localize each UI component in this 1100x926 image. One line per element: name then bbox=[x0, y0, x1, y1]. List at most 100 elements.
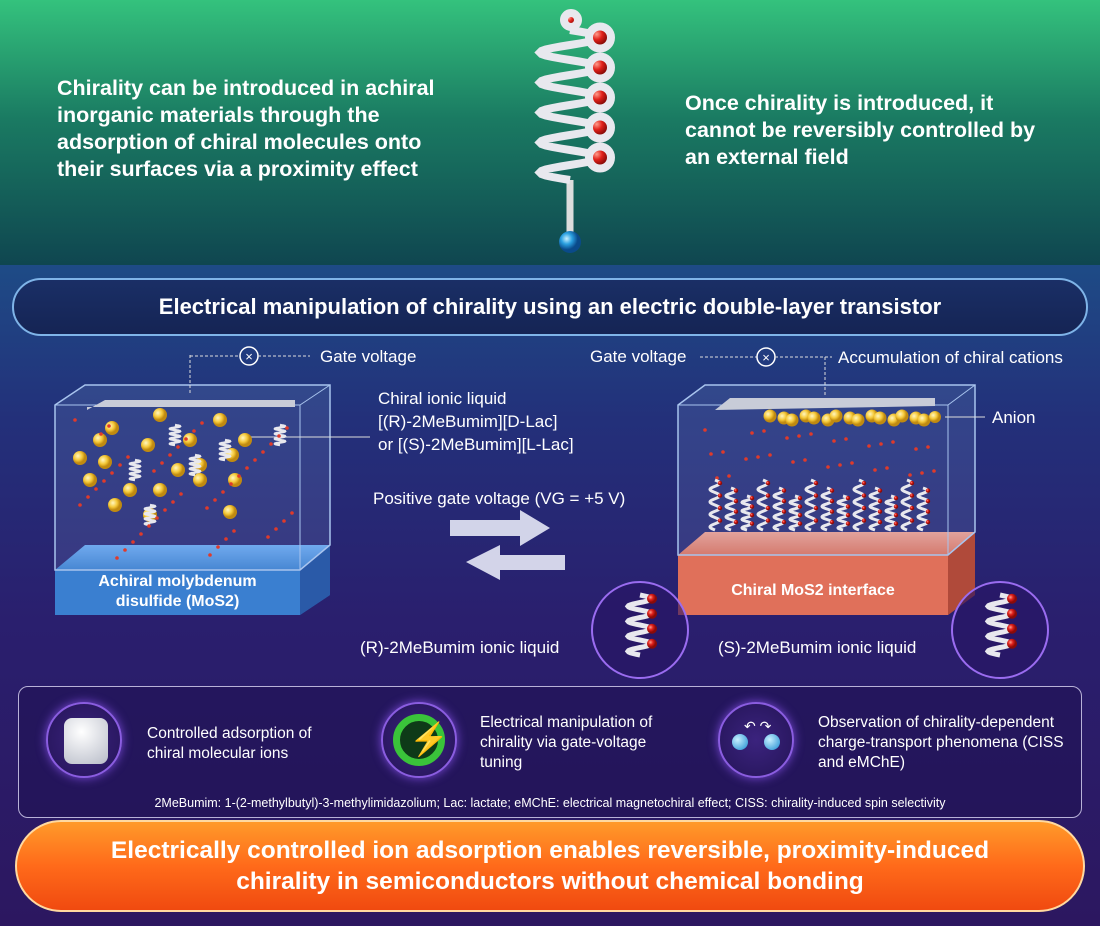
anion-label: Anion bbox=[992, 408, 1036, 427]
red-atom bbox=[845, 504, 851, 509]
anion-dot bbox=[274, 527, 278, 531]
cation-ball bbox=[193, 473, 207, 487]
s-ion-label: (S)-2MeBumim ionic liquid bbox=[718, 638, 917, 657]
spin-transport-icon: ↶ ↷ bbox=[718, 702, 794, 778]
anion-dot bbox=[200, 421, 204, 425]
anion-dot bbox=[844, 437, 848, 441]
anion-dot bbox=[768, 453, 772, 457]
anion-ball bbox=[829, 409, 843, 423]
anion-dot bbox=[126, 455, 130, 459]
cation-ball bbox=[171, 463, 185, 477]
anion-ball bbox=[895, 409, 909, 423]
achiral-device: × bbox=[54, 346, 370, 615]
lightning-icon: ⚡ bbox=[381, 702, 457, 778]
red-atom bbox=[717, 480, 723, 486]
red-atom bbox=[845, 495, 851, 501]
red-atom bbox=[647, 608, 657, 619]
anion-dot bbox=[139, 532, 143, 536]
anion-dot bbox=[232, 529, 236, 533]
anion-ball bbox=[929, 411, 941, 423]
anion-dot bbox=[885, 466, 889, 470]
cation-ball bbox=[183, 433, 197, 447]
anion-dot bbox=[155, 516, 159, 520]
anion-dot bbox=[229, 482, 233, 486]
anion-dot bbox=[867, 444, 871, 448]
anion-dot bbox=[282, 519, 286, 523]
red-atom bbox=[845, 521, 851, 526]
anion-dot bbox=[102, 479, 106, 483]
red-atom bbox=[909, 493, 915, 498]
anion-dot bbox=[163, 508, 167, 512]
red-atom bbox=[909, 480, 915, 486]
anion-ball bbox=[785, 413, 799, 427]
red-atom bbox=[749, 504, 755, 509]
red-atom bbox=[647, 593, 657, 604]
anion-dot bbox=[914, 447, 918, 451]
chiral-device: × bbox=[677, 347, 985, 615]
red-atom bbox=[749, 521, 755, 526]
anion-dot bbox=[832, 439, 836, 443]
chiral-helix-illustration bbox=[534, 9, 615, 253]
red-atom bbox=[585, 142, 615, 173]
anion-dot bbox=[873, 468, 877, 472]
anion-dot bbox=[932, 469, 936, 473]
r-ion-label: (R)-2MeBumim ionic liquid bbox=[360, 638, 560, 657]
anion-dot bbox=[107, 424, 111, 428]
red-atom bbox=[733, 488, 739, 493]
red-atom bbox=[585, 112, 615, 143]
red-atom bbox=[765, 518, 771, 523]
anion-dot bbox=[205, 506, 209, 510]
anion-dot bbox=[224, 537, 228, 541]
anion-dot bbox=[245, 466, 249, 470]
r-ion-circle bbox=[591, 581, 689, 679]
red-atom bbox=[1007, 638, 1017, 649]
anion-dot bbox=[797, 434, 801, 438]
red-atom bbox=[647, 623, 657, 634]
anion-dot bbox=[179, 492, 183, 496]
cation-ball bbox=[98, 455, 112, 469]
anion-dot bbox=[277, 434, 281, 438]
section-banner: Electrical manipulation of chirality usi… bbox=[12, 278, 1088, 336]
red-atom bbox=[781, 509, 787, 514]
red-atom bbox=[861, 493, 867, 498]
liquid-label-3: or [(S)-2MeBumim][L-Lac] bbox=[378, 435, 574, 454]
anion-dot bbox=[110, 471, 114, 475]
anion-dot bbox=[290, 511, 294, 515]
anion-dot bbox=[791, 460, 795, 464]
cation-ball bbox=[153, 408, 167, 422]
anion-dot bbox=[192, 429, 196, 433]
anion-dot bbox=[171, 500, 175, 504]
conclusion-text: Electrically controlled ion adsorption e… bbox=[110, 837, 990, 895]
red-atom bbox=[861, 480, 867, 486]
helix-strand bbox=[168, 423, 182, 447]
helix-strand bbox=[188, 453, 202, 477]
red-atom bbox=[733, 519, 739, 525]
cation-ball bbox=[238, 433, 252, 447]
substrate-line-1: Achiral molybdenum bbox=[98, 573, 257, 590]
anion-dot bbox=[237, 474, 241, 478]
accumulation-label: Accumulation of chiral cations bbox=[838, 348, 1063, 367]
red-atom bbox=[877, 488, 883, 493]
red-atom bbox=[877, 509, 883, 514]
anion-dot bbox=[762, 429, 766, 433]
liquid-label-1: Chiral ionic liquid bbox=[378, 389, 507, 408]
cation-ball bbox=[108, 498, 122, 512]
anion-dot bbox=[809, 432, 813, 436]
red-atom bbox=[1007, 608, 1017, 619]
red-atom bbox=[813, 518, 819, 523]
anion-dot bbox=[152, 469, 156, 473]
red-atom bbox=[845, 512, 851, 518]
anion-dot bbox=[160, 461, 164, 465]
left-gate-label: Gate voltage bbox=[320, 347, 417, 366]
s-ion-circle bbox=[951, 581, 1049, 679]
anion-dot bbox=[131, 540, 135, 544]
red-atom bbox=[585, 22, 615, 53]
red-atom bbox=[861, 505, 867, 511]
anion-ball bbox=[917, 413, 931, 427]
anion-dot bbox=[785, 436, 789, 440]
red-atom bbox=[797, 504, 803, 509]
anion-dot bbox=[99, 432, 103, 436]
red-atom bbox=[560, 9, 582, 31]
reversible-arrows bbox=[450, 510, 565, 580]
